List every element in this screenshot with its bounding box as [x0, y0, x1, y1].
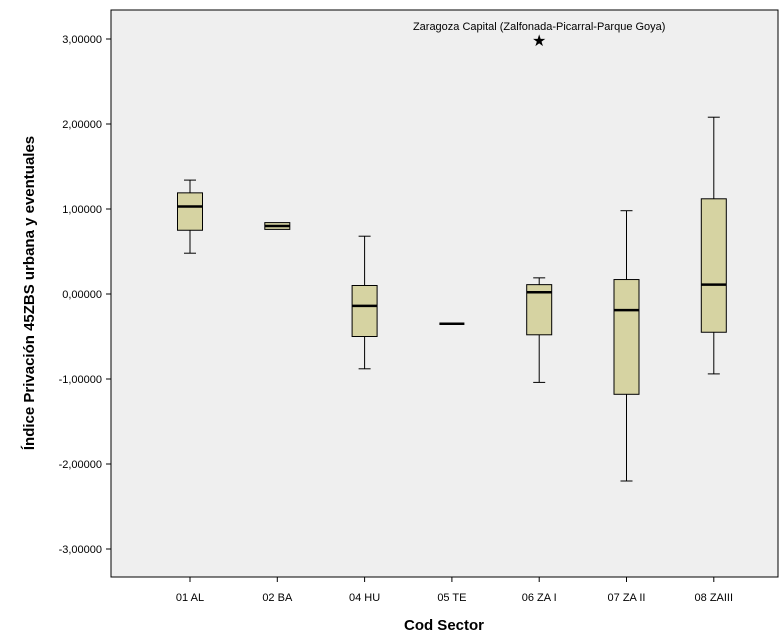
box-iqr: [177, 192, 203, 231]
y-tick-label: 2,00000: [62, 119, 102, 131]
box-iqr: [351, 285, 378, 337]
y-axis: 3,00000 2,00000 1,00000 0,00000 -1,00000 -2,0…: [59, 34, 111, 556]
y-tick-label: 0,00000: [62, 289, 102, 301]
box-08-zaiii: [700, 116, 727, 375]
x-tick-label: 02 BA: [262, 592, 293, 604]
y-axis-title: Índice Privación 45ZBS urbana y eventual…: [21, 136, 38, 450]
outlier-label: Zaragoza Capital (Zalfonada-Picarral-Par…: [413, 21, 666, 33]
box-iqr: [700, 198, 727, 333]
x-axis-title: Cod Sector: [404, 617, 484, 634]
box-07-za-ii: [613, 210, 640, 482]
box-04-hu: [351, 235, 378, 370]
y-tick-label: -1,00000: [59, 374, 102, 386]
annotations: Zaragoza Capital (Zalfonada-Picarral-Par…: [413, 21, 666, 33]
x-tick-label: 07 ZA II: [608, 592, 646, 604]
y-tick-label: 3,00000: [62, 34, 102, 46]
y-tick-label: -3,00000: [59, 544, 102, 556]
x-tick-label: 01 AL: [176, 592, 204, 604]
x-tick-label: 04 HU: [349, 592, 380, 604]
outlier-star: ★: [532, 31, 546, 50]
box-01-al: [177, 179, 203, 254]
x-tick-label: 06 ZA I: [522, 592, 557, 604]
box-02-ba: [264, 222, 291, 230]
plot-area: [110, 9, 779, 578]
x-axis: 01 AL 02 BA 04 HU 05 TE 06 ZA I 07 ZA II 08 ZA…: [176, 577, 733, 604]
y-tick-label: 1,00000: [62, 204, 102, 216]
box-series: ★: [177, 31, 727, 482]
box-06-za-i: ★: [526, 31, 553, 383]
x-tick-label: 05 TE: [437, 592, 466, 604]
y-tick-label: -2,00000: [59, 459, 102, 471]
x-tick-label: 08 ZAIII: [695, 592, 734, 604]
box-iqr: [613, 279, 640, 395]
